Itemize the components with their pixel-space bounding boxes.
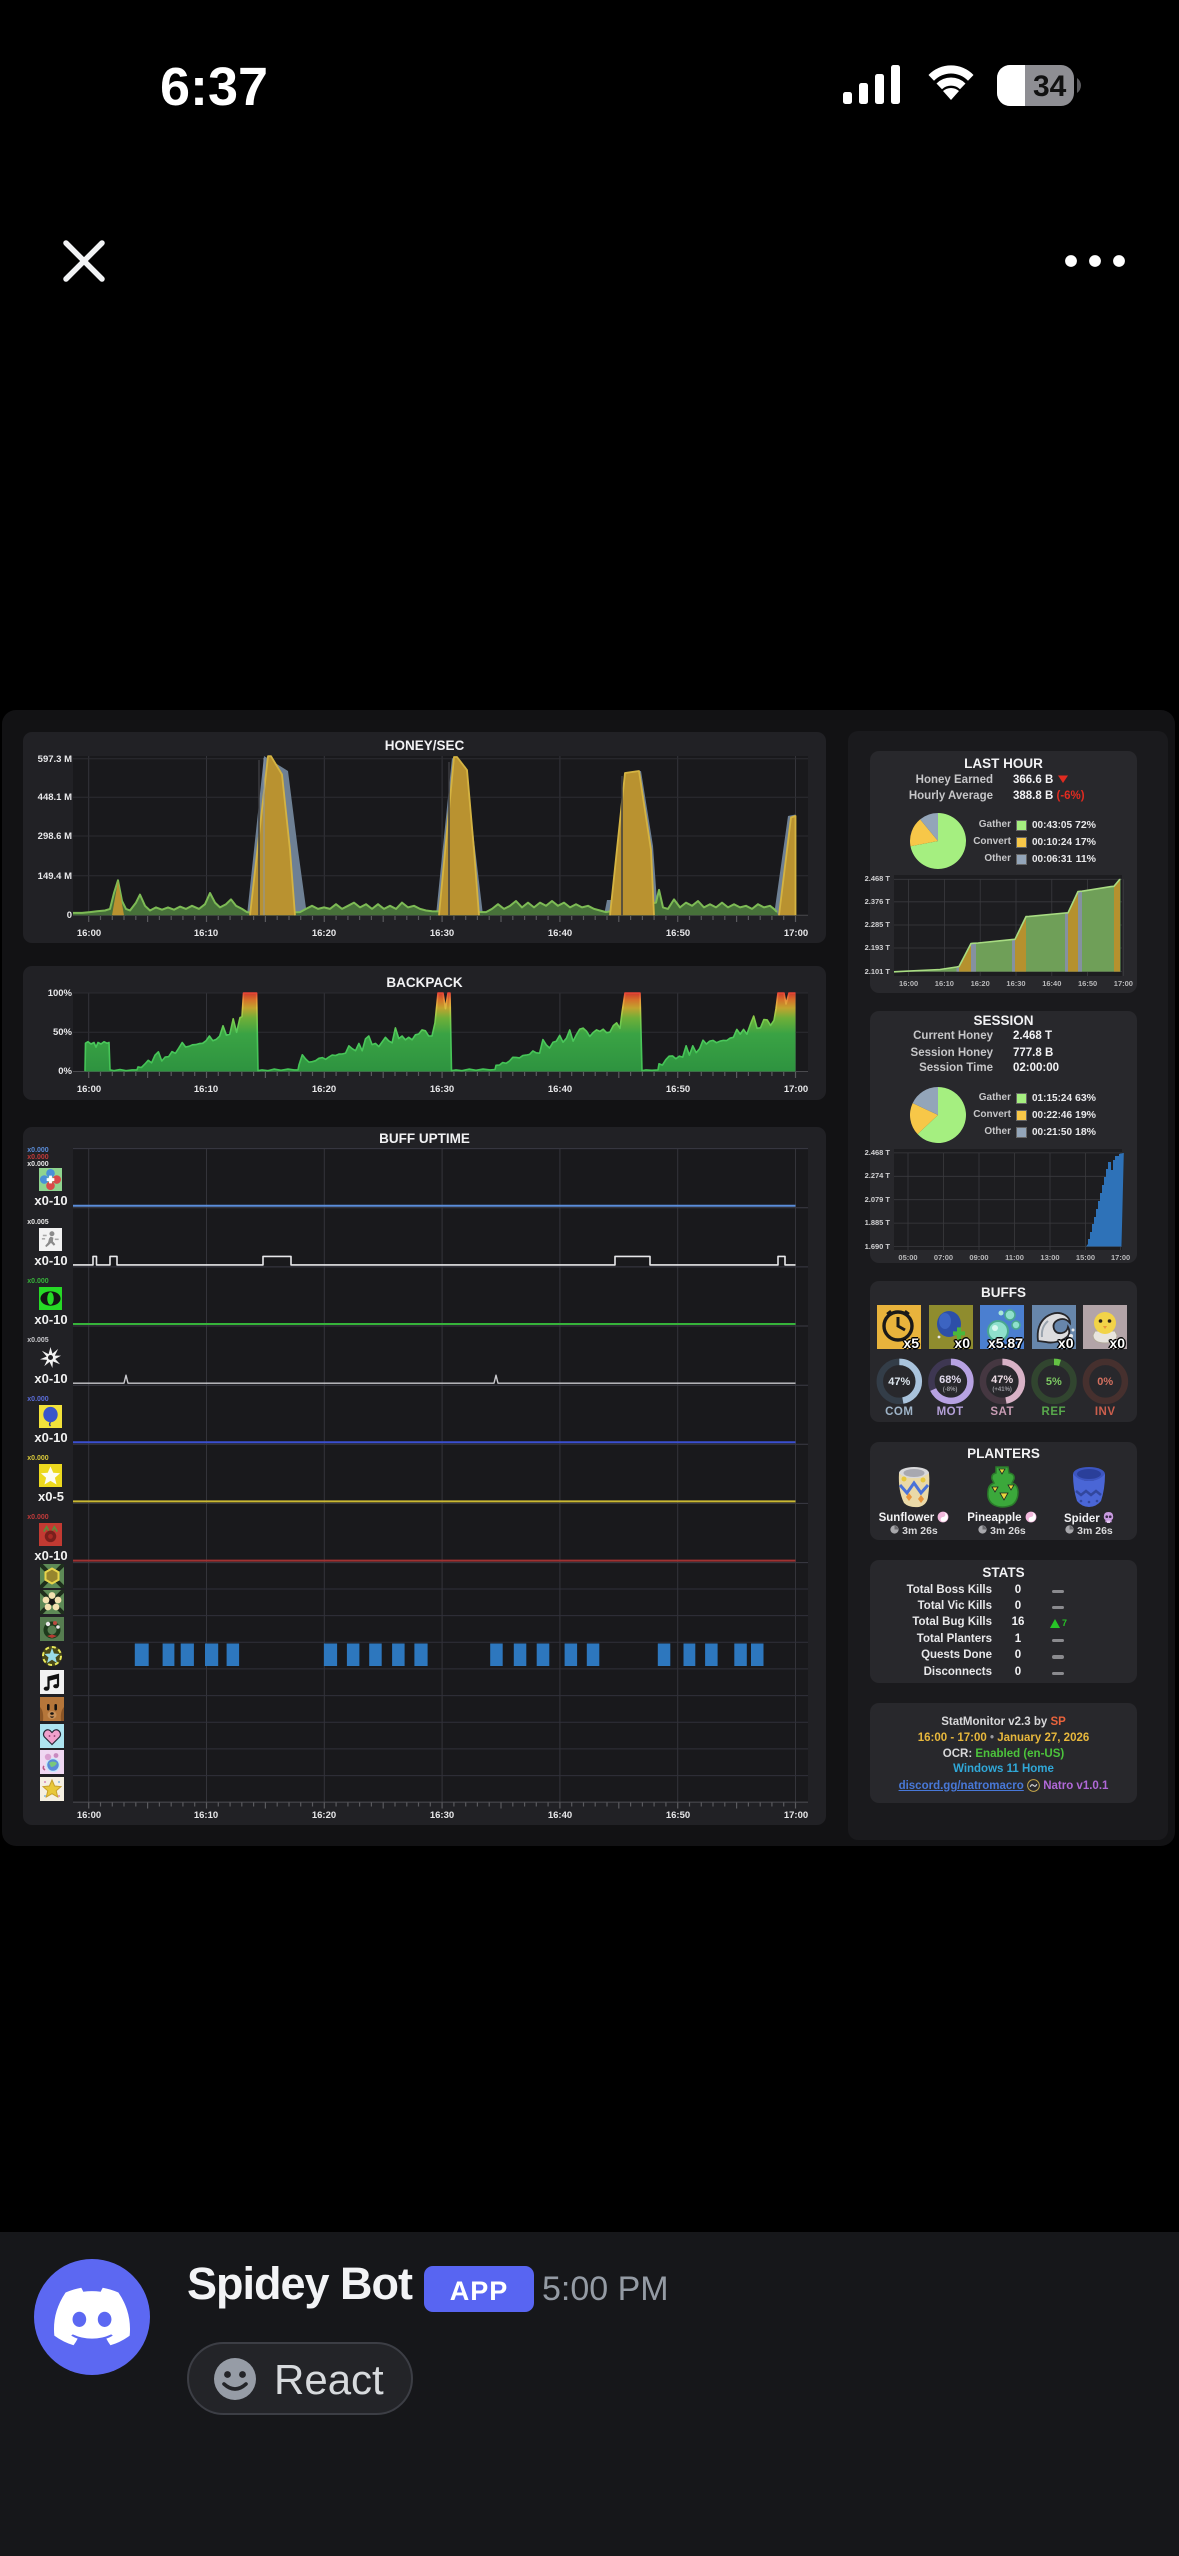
- svg-text:34: 34: [1033, 70, 1067, 103]
